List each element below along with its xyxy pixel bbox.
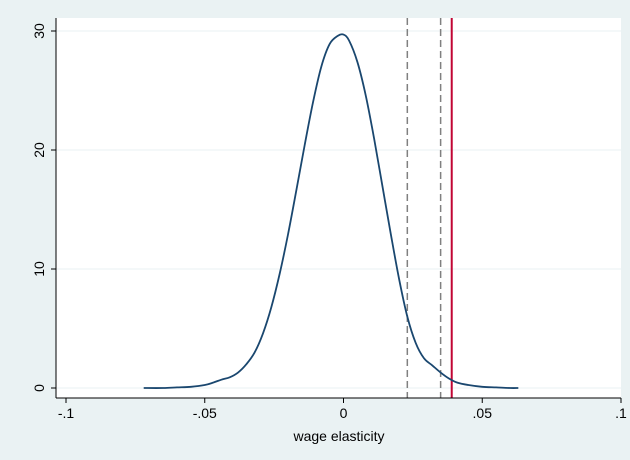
x-tick-label-2: 0 xyxy=(340,405,348,421)
density-curve xyxy=(143,33,519,389)
reference-lines xyxy=(406,18,453,398)
x-axis: -.1 -.05 0 .05 .1 xyxy=(58,398,627,421)
y-axis: 0 10 20 30 xyxy=(31,23,56,392)
y-tick-label-3: 30 xyxy=(31,23,47,39)
y-tick-label-1: 10 xyxy=(31,261,47,277)
x-tick-label-0: -.1 xyxy=(58,405,75,421)
grid-lines xyxy=(56,30,621,389)
x-tick-label-4: .1 xyxy=(615,405,627,421)
x-tick-label-1: -.05 xyxy=(193,405,217,421)
y-tick-label-0: 0 xyxy=(31,384,47,392)
plot-area xyxy=(56,18,621,398)
y-tick-label-2: 20 xyxy=(31,142,47,158)
x-tick-label-3: .05 xyxy=(473,405,493,421)
x-axis-label: wage elasticity xyxy=(292,428,384,444)
